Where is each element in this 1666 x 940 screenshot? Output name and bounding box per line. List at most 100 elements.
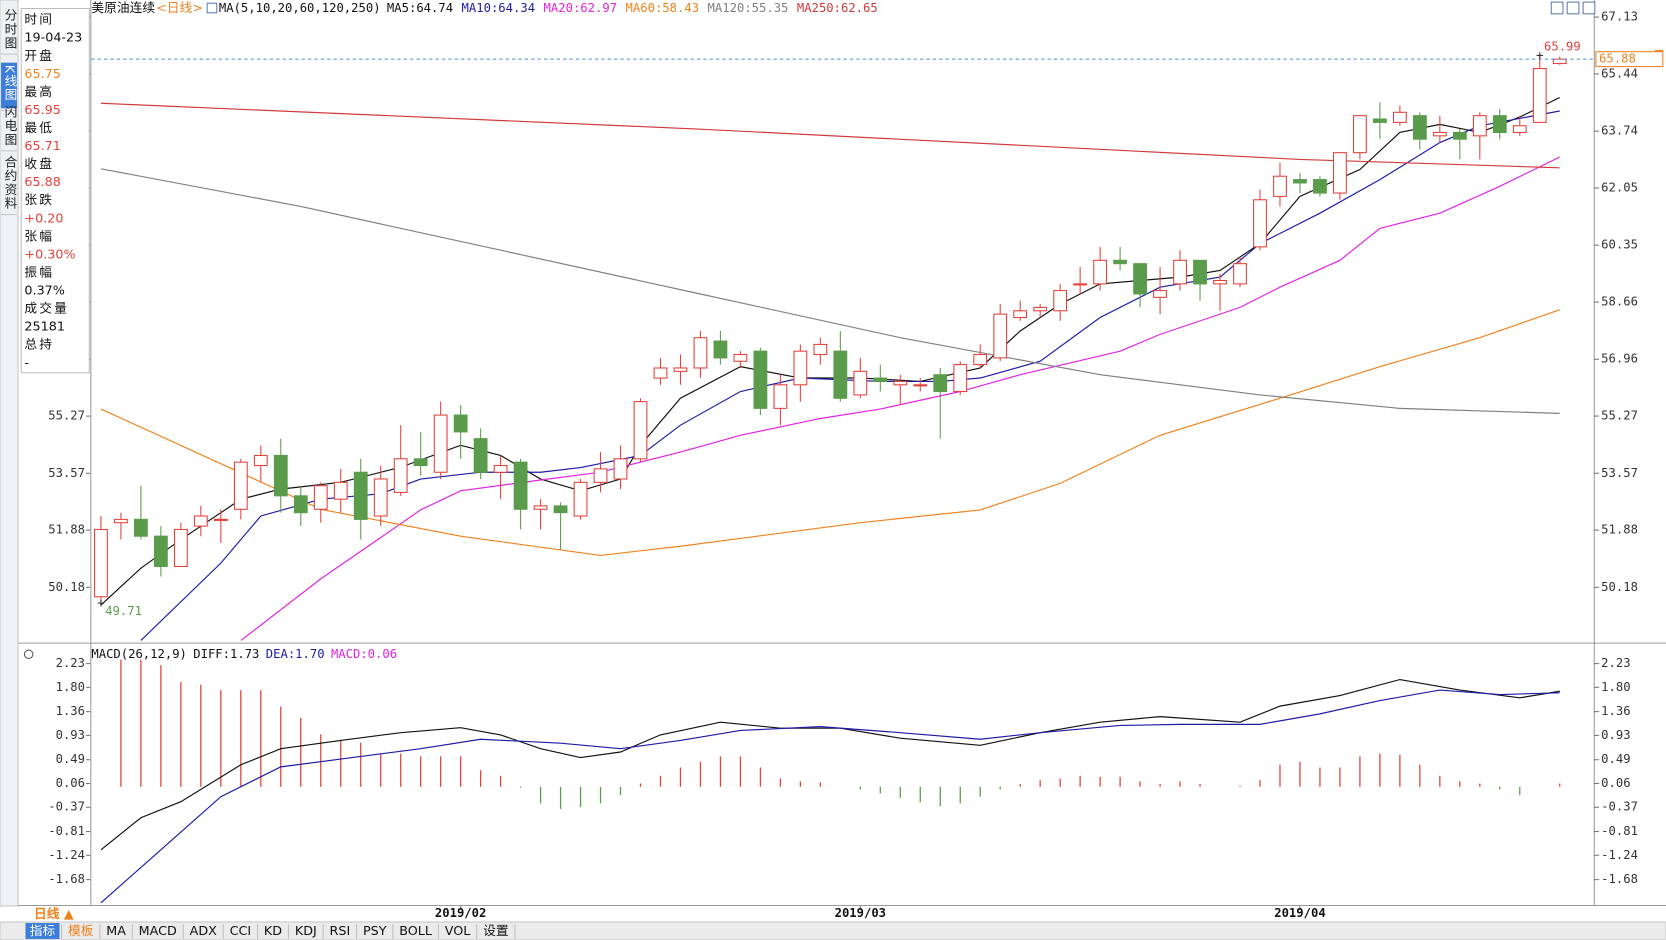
toolbar-tab[interactable]: CCI <box>230 924 252 939</box>
header-text: MA120:55.35 <box>708 1 789 15</box>
period-button[interactable]: 日线 ▲ <box>34 906 74 922</box>
extreme-marker <box>97 599 105 607</box>
candle-body <box>673 367 688 372</box>
candle-body <box>1452 131 1467 140</box>
y-tick-label: 1.80 <box>1601 680 1630 694</box>
candle-body <box>333 481 348 500</box>
price-pane <box>94 55 1567 641</box>
candle-body <box>973 353 988 366</box>
candle-body <box>873 377 888 382</box>
toolbar-tab[interactable]: 模板 <box>68 924 94 939</box>
candle-body <box>693 337 708 369</box>
candle-body <box>1113 259 1128 265</box>
candle-body <box>1333 152 1347 194</box>
candle-body <box>153 535 168 567</box>
candle-body <box>953 364 968 393</box>
candle-body <box>1412 115 1427 140</box>
toolbar-tab[interactable]: KD <box>264 924 282 939</box>
x-tick-label: 2019/03 <box>835 906 886 920</box>
candle-body <box>293 495 308 514</box>
candle-body <box>1253 199 1267 248</box>
y-tick-label: 2.23 <box>1601 656 1630 670</box>
toolbar-tab[interactable]: VOL <box>445 924 472 939</box>
icon[interactable] <box>1566 1 1580 15</box>
candle-body <box>94 528 108 598</box>
header-text: MA250:62.65 <box>797 1 878 15</box>
y-tick-label: 1.80 <box>56 680 85 694</box>
toolbar-tab[interactable]: 指标 <box>30 924 56 939</box>
toolbar-tab[interactable]: BOLL <box>399 924 433 939</box>
sidebar-tab[interactable]: 合约资料 <box>2 155 17 210</box>
y-tick-label: 0.93 <box>1601 728 1630 742</box>
toolbar-tab-bg <box>25 923 60 939</box>
info-value: 25181 <box>24 320 65 335</box>
toolbar-tab[interactable]: MACD <box>139 924 177 939</box>
info-label: 最高 <box>24 84 54 100</box>
header-text: MA60:58.43 <box>626 1 699 15</box>
candle-body <box>213 518 228 521</box>
y-tick-label: 60.35 <box>1601 238 1638 252</box>
toolbar-tab[interactable]: KDJ <box>295 924 317 939</box>
header-text: MA10:64.34 <box>462 1 535 15</box>
candle-body <box>1532 68 1547 123</box>
y-tick-label: 0.49 <box>56 752 85 766</box>
candle-body <box>933 374 948 393</box>
y-tick-label: 65.44 <box>1601 66 1638 80</box>
y-tick-label: 1.36 <box>1601 704 1630 718</box>
toolbar-tab[interactable]: ADX <box>190 924 218 939</box>
toolbar-tab[interactable]: 设置 <box>483 924 509 939</box>
sidebar-tab-bg <box>1 62 17 109</box>
candle-body <box>1273 175 1287 197</box>
line <box>100 168 1560 414</box>
candle-body <box>313 485 328 510</box>
toolbar-tab[interactable]: RSI <box>330 924 351 939</box>
info-label: 总持 <box>24 338 54 353</box>
candle-body <box>193 515 208 527</box>
sidebar-tab[interactable]: K线图 <box>2 65 17 102</box>
y-tick-label: 55.27 <box>48 409 85 423</box>
candle-body <box>833 350 848 399</box>
line <box>100 678 1560 851</box>
sidebar-tab[interactable]: 闪电图 <box>2 105 17 146</box>
sidebar-tab[interactable]: 分时图 <box>2 8 17 49</box>
info-label: 收盘 <box>24 156 54 172</box>
candle-body <box>633 401 648 460</box>
candle-body <box>893 380 908 386</box>
icon[interactable] <box>1550 1 1564 15</box>
candle-body <box>1153 290 1167 298</box>
candle-body <box>1472 115 1487 137</box>
candle-body <box>273 454 288 497</box>
candle-body <box>453 414 468 433</box>
candle-body <box>653 367 668 379</box>
candle-body <box>1392 111 1407 123</box>
candle-body <box>553 505 568 514</box>
indicator-icon <box>206 2 218 14</box>
toolbar-tab[interactable]: MA <box>106 924 126 939</box>
settings-icon[interactable] <box>23 649 34 660</box>
y-tick-label: 53.57 <box>48 466 85 480</box>
candle-body <box>853 370 868 396</box>
candle-body <box>753 350 768 409</box>
info-label: 时间 <box>24 13 54 28</box>
header-text: DEA:1.70 <box>266 647 325 661</box>
info-value: 19-04-23 <box>24 31 82 46</box>
extreme-label: 49.71 <box>105 604 142 618</box>
candle-body <box>1053 290 1068 312</box>
last-price-label: 65.88 <box>1599 52 1636 66</box>
candle-body <box>173 528 188 567</box>
candle-body <box>393 458 408 493</box>
x-tick-label: 2019/04 <box>1274 906 1325 920</box>
icon[interactable] <box>1582 1 1596 15</box>
candle-body <box>513 461 528 510</box>
header-text: MACD(26,12,9) <box>91 647 187 661</box>
candle-body <box>114 518 128 524</box>
info-label: 张跌 <box>24 192 54 208</box>
header-text: <日线> <box>156 1 203 16</box>
y-tick-label: -0.37 <box>48 800 85 814</box>
y-tick-label: 63.74 <box>1601 124 1638 138</box>
y-tick-label: 50.18 <box>1601 580 1638 594</box>
toolbar-tab[interactable]: PSY <box>363 924 387 939</box>
candle-body <box>1033 306 1048 312</box>
candle-body <box>993 313 1008 359</box>
